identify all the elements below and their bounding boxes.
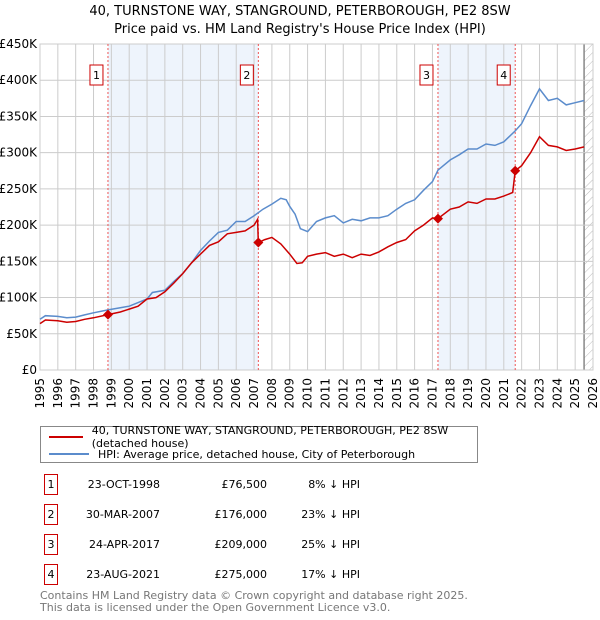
chart-subtitle: Price paid vs. HM Land Registry's House … (114, 22, 486, 37)
x-tick-label: 2016 (408, 378, 422, 409)
x-tick-label: 2017 (425, 378, 439, 409)
x-tick-label: 2012 (336, 378, 350, 409)
x-tick-label: 2023 (532, 378, 546, 409)
x-tick-label: 2000 (122, 378, 136, 409)
sale-hpi-diff: 8% ↓ HPI (308, 478, 360, 491)
x-tick-label: 2019 (461, 378, 475, 409)
legend-item-hpi: HPI: Average price, detached house, City… (49, 446, 415, 462)
x-tick-label: 2003 (176, 378, 190, 409)
legend-item-property: 40, TURNSTONE WAY, STANGROUND, PETERBORO… (49, 424, 477, 450)
y-tick-label: £400K (0, 73, 38, 87)
legend-label: 40, TURNSTONE WAY, STANGROUND, PETERBORO… (91, 424, 449, 450)
y-tick-label: £50K (6, 327, 38, 341)
sale-label: 2 (243, 69, 250, 82)
y-tick-label: £150K (0, 254, 38, 268)
x-tick-label: 2015 (390, 378, 404, 409)
x-tick-label: 2026 (586, 378, 600, 409)
sale-point (510, 165, 521, 176)
sale-date: 23-AUG-2021 (86, 568, 160, 581)
sale-price: £275,000 (214, 568, 268, 581)
x-tick-label: 1999 (104, 378, 118, 409)
forecast-hatch (584, 44, 593, 370)
x-tick-label: 2024 (550, 378, 564, 409)
legend-swatch-blue (49, 453, 89, 455)
x-tick-label: 1997 (69, 378, 83, 409)
x-tick-label: 1998 (87, 378, 101, 409)
y-tick-label: £450K (0, 37, 38, 51)
sale-date: 24-APR-2017 (88, 538, 160, 551)
series-line (39, 87, 585, 320)
y-tick-label: £0 (22, 363, 37, 377)
shaded-period (437, 44, 516, 370)
sale-hpi-diff: 25% ↓ HPI (301, 538, 360, 551)
sale-label: 4 (500, 69, 507, 82)
sale-number: 3 (44, 534, 58, 555)
x-tick-label: 1995 (33, 378, 47, 409)
x-tick-label: 2009 (283, 378, 297, 409)
sale-number: 2 (44, 504, 58, 525)
x-tick-label: 2021 (497, 378, 511, 409)
sale-label-box (89, 64, 104, 86)
x-tick-label: 2002 (158, 378, 172, 409)
footer-line-2: This data is licensed under the Open Gov… (40, 601, 391, 614)
sale-date: 23-OCT-1998 (87, 478, 160, 491)
x-tick-label: 2004 (194, 378, 208, 409)
series-line (39, 135, 585, 325)
x-tick-label: 2022 (515, 378, 529, 409)
x-tick-label: 2020 (479, 378, 493, 409)
x-tick-label: 1996 (51, 378, 65, 409)
y-tick-label: £100K (0, 291, 38, 305)
x-tick-label: 2008 (265, 378, 279, 409)
sale-price: £209,000 (214, 538, 268, 551)
legend-swatch-red (49, 436, 83, 438)
x-tick-label: 2014 (372, 378, 386, 409)
plot-frame (39, 43, 594, 371)
sale-label: 1 (93, 69, 100, 82)
x-tick-label: 2006 (229, 378, 243, 409)
chart-title: 40, TURNSTONE WAY, STANGROUND, PETERBORO… (89, 4, 511, 19)
y-tick-label: £300K (0, 146, 38, 160)
sale-price: £176,000 (214, 508, 268, 521)
x-tick-label: 2001 (140, 378, 154, 409)
sale-date: 30-MAR-2007 (85, 508, 160, 521)
sale-price: £76,500 (221, 478, 268, 491)
sale-label-box (496, 64, 511, 86)
x-tick-label: 2010 (301, 378, 315, 409)
y-tick-label: £200K (0, 218, 38, 232)
sale-label: 3 (423, 69, 430, 82)
x-tick-label: 2005 (211, 378, 225, 409)
sale-hpi-diff: 17% ↓ HPI (301, 568, 360, 581)
sale-hpi-diff: 23% ↓ HPI (301, 508, 360, 521)
sale-number: 1 (44, 474, 58, 495)
sale-label-box (419, 64, 434, 86)
x-tick-label: 2018 (443, 378, 457, 409)
sale-number: 4 (44, 564, 58, 585)
sale-label-box (239, 64, 254, 86)
sale-point (253, 237, 264, 248)
price-chart: 1995 1996 1997 1998 1999 2000 2001 2002 2003 2004… (0, 37, 600, 409)
y-tick-label: £250K (0, 182, 38, 196)
x-tick-label: 2025 (568, 378, 582, 409)
x-tick-label: 2011 (318, 378, 332, 409)
legend-label: HPI: Average price, detached house, City… (98, 447, 416, 461)
footer-line-1: Contains HM Land Registry data © Crown c… (40, 589, 468, 602)
y-tick-label: £350K (0, 109, 38, 123)
x-tick-label: 2013 (354, 378, 368, 409)
sale-point (432, 213, 443, 224)
legend: 40, TURNSTONE WAY, STANGROUND, PETERBORO… (40, 424, 478, 463)
sale-point (102, 309, 113, 320)
x-tick-label: 2007 (247, 378, 261, 409)
